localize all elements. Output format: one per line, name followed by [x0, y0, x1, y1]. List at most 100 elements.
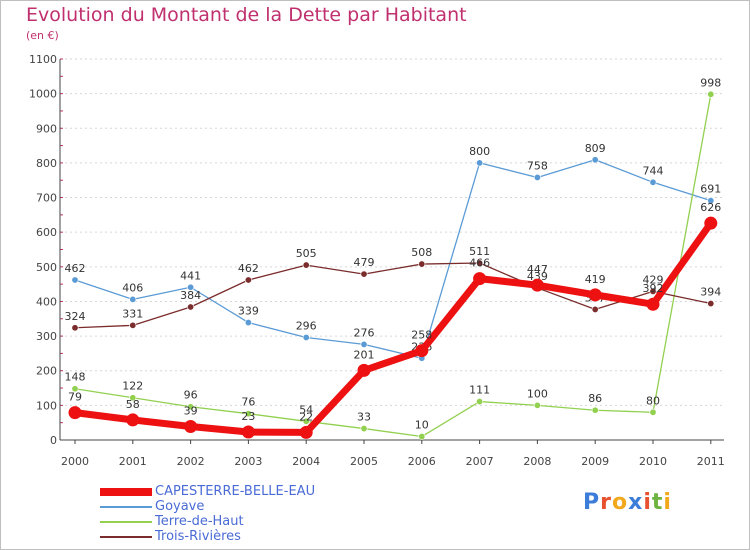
data-label: 148	[65, 371, 86, 384]
data-point	[244, 319, 252, 327]
data-label: 511	[469, 245, 490, 258]
data-point	[244, 276, 252, 284]
legend-swatch	[100, 521, 152, 523]
chart-unit: (en €)	[26, 29, 59, 42]
data-point	[302, 261, 310, 269]
data-point	[241, 425, 255, 439]
data-label: 406	[122, 281, 143, 294]
data-label: 809	[585, 142, 606, 155]
data-label: 626	[700, 201, 721, 214]
data-point	[591, 305, 599, 313]
data-point	[302, 333, 310, 341]
x-tick-label: 2000	[61, 455, 89, 468]
data-label: 111	[469, 384, 490, 397]
data-point	[476, 159, 484, 167]
data-point	[591, 406, 599, 414]
y-tick-label: 300	[36, 330, 57, 343]
x-tick-label: 2010	[639, 455, 667, 468]
y-tick-label: 700	[36, 192, 57, 205]
y-tick-label: 200	[36, 365, 57, 378]
data-label: 100	[527, 387, 548, 400]
data-point	[360, 340, 368, 348]
data-point	[187, 283, 195, 291]
data-label: 998	[700, 76, 721, 89]
legend-label: Goyave	[155, 499, 205, 514]
data-point	[473, 272, 487, 286]
data-point	[707, 197, 715, 205]
data-point	[646, 297, 660, 311]
data-label: 258	[411, 329, 432, 342]
data-label: 22	[299, 410, 313, 423]
data-label: 462	[238, 262, 259, 275]
data-point	[533, 401, 541, 409]
data-label: 122	[122, 380, 143, 393]
data-point	[357, 363, 371, 377]
y-tick-label: 600	[36, 226, 57, 239]
data-label: 23	[241, 410, 255, 423]
data-point	[707, 300, 715, 308]
data-point	[707, 90, 715, 98]
series-trois-rivi-res: 324331384462505479508511439377429394	[65, 245, 721, 332]
x-tick-label: 2006	[408, 455, 436, 468]
x-tick-label: 2009	[581, 455, 609, 468]
data-point	[415, 344, 429, 358]
series-goyave: 462406441339296276236800758809744691	[65, 142, 721, 362]
data-point	[244, 410, 252, 418]
data-point	[299, 425, 313, 439]
data-point	[649, 287, 657, 295]
data-label: 339	[238, 305, 259, 318]
y-tick-label: 0	[50, 434, 57, 447]
data-label: 466	[469, 257, 490, 270]
legend-swatch	[100, 506, 152, 508]
data-point	[591, 156, 599, 164]
data-label: 758	[527, 159, 548, 172]
data-label: 479	[354, 256, 375, 269]
data-label: 79	[68, 391, 82, 404]
legend-swatch	[100, 536, 152, 538]
data-point	[418, 433, 426, 441]
data-point	[126, 413, 140, 427]
x-tick-label: 2003	[234, 455, 262, 468]
x-tick-label: 2002	[177, 455, 205, 468]
y-tick-label: 400	[36, 295, 57, 308]
data-label: 392	[643, 282, 664, 295]
data-label: 54	[299, 403, 313, 416]
data-label: 76	[241, 396, 255, 409]
data-point	[649, 408, 657, 416]
data-point	[588, 288, 602, 302]
data-label: 58	[126, 398, 140, 411]
series-line	[71, 219, 715, 436]
data-point	[187, 403, 195, 411]
data-label: 33	[357, 411, 371, 424]
data-label: 80	[646, 394, 660, 407]
data-point	[129, 394, 137, 402]
data-point	[476, 398, 484, 406]
legend-label: Trois-Rivières	[155, 529, 241, 544]
x-tick-label: 2004	[292, 455, 320, 468]
data-point	[187, 303, 195, 311]
y-tick-label: 500	[36, 261, 57, 274]
data-label: 86	[588, 392, 602, 405]
data-label: 39	[184, 404, 198, 417]
series-line	[74, 93, 712, 438]
data-label: 441	[180, 269, 201, 282]
series-line	[74, 262, 712, 329]
data-label: 384	[180, 289, 201, 302]
data-label: 276	[354, 326, 375, 339]
series-line	[74, 159, 712, 359]
data-point	[71, 385, 79, 393]
data-label: 419	[585, 273, 606, 286]
x-tick-label: 2001	[119, 455, 147, 468]
data-label: 394	[700, 286, 721, 299]
data-label: 96	[184, 389, 198, 402]
data-point	[71, 276, 79, 284]
data-label: 10	[415, 419, 429, 432]
data-point	[129, 321, 137, 329]
series-capesterre-belle-eau: 79 58 39 23 22 201 258 466 447 419 392 626	[68, 201, 721, 439]
data-point	[184, 419, 198, 433]
data-point	[530, 278, 544, 292]
data-label: 201	[354, 348, 375, 361]
chart-title: Evolution du Montant de la Dette par Hab…	[26, 4, 467, 26]
proxiti-logo: Proxiti	[583, 490, 672, 515]
